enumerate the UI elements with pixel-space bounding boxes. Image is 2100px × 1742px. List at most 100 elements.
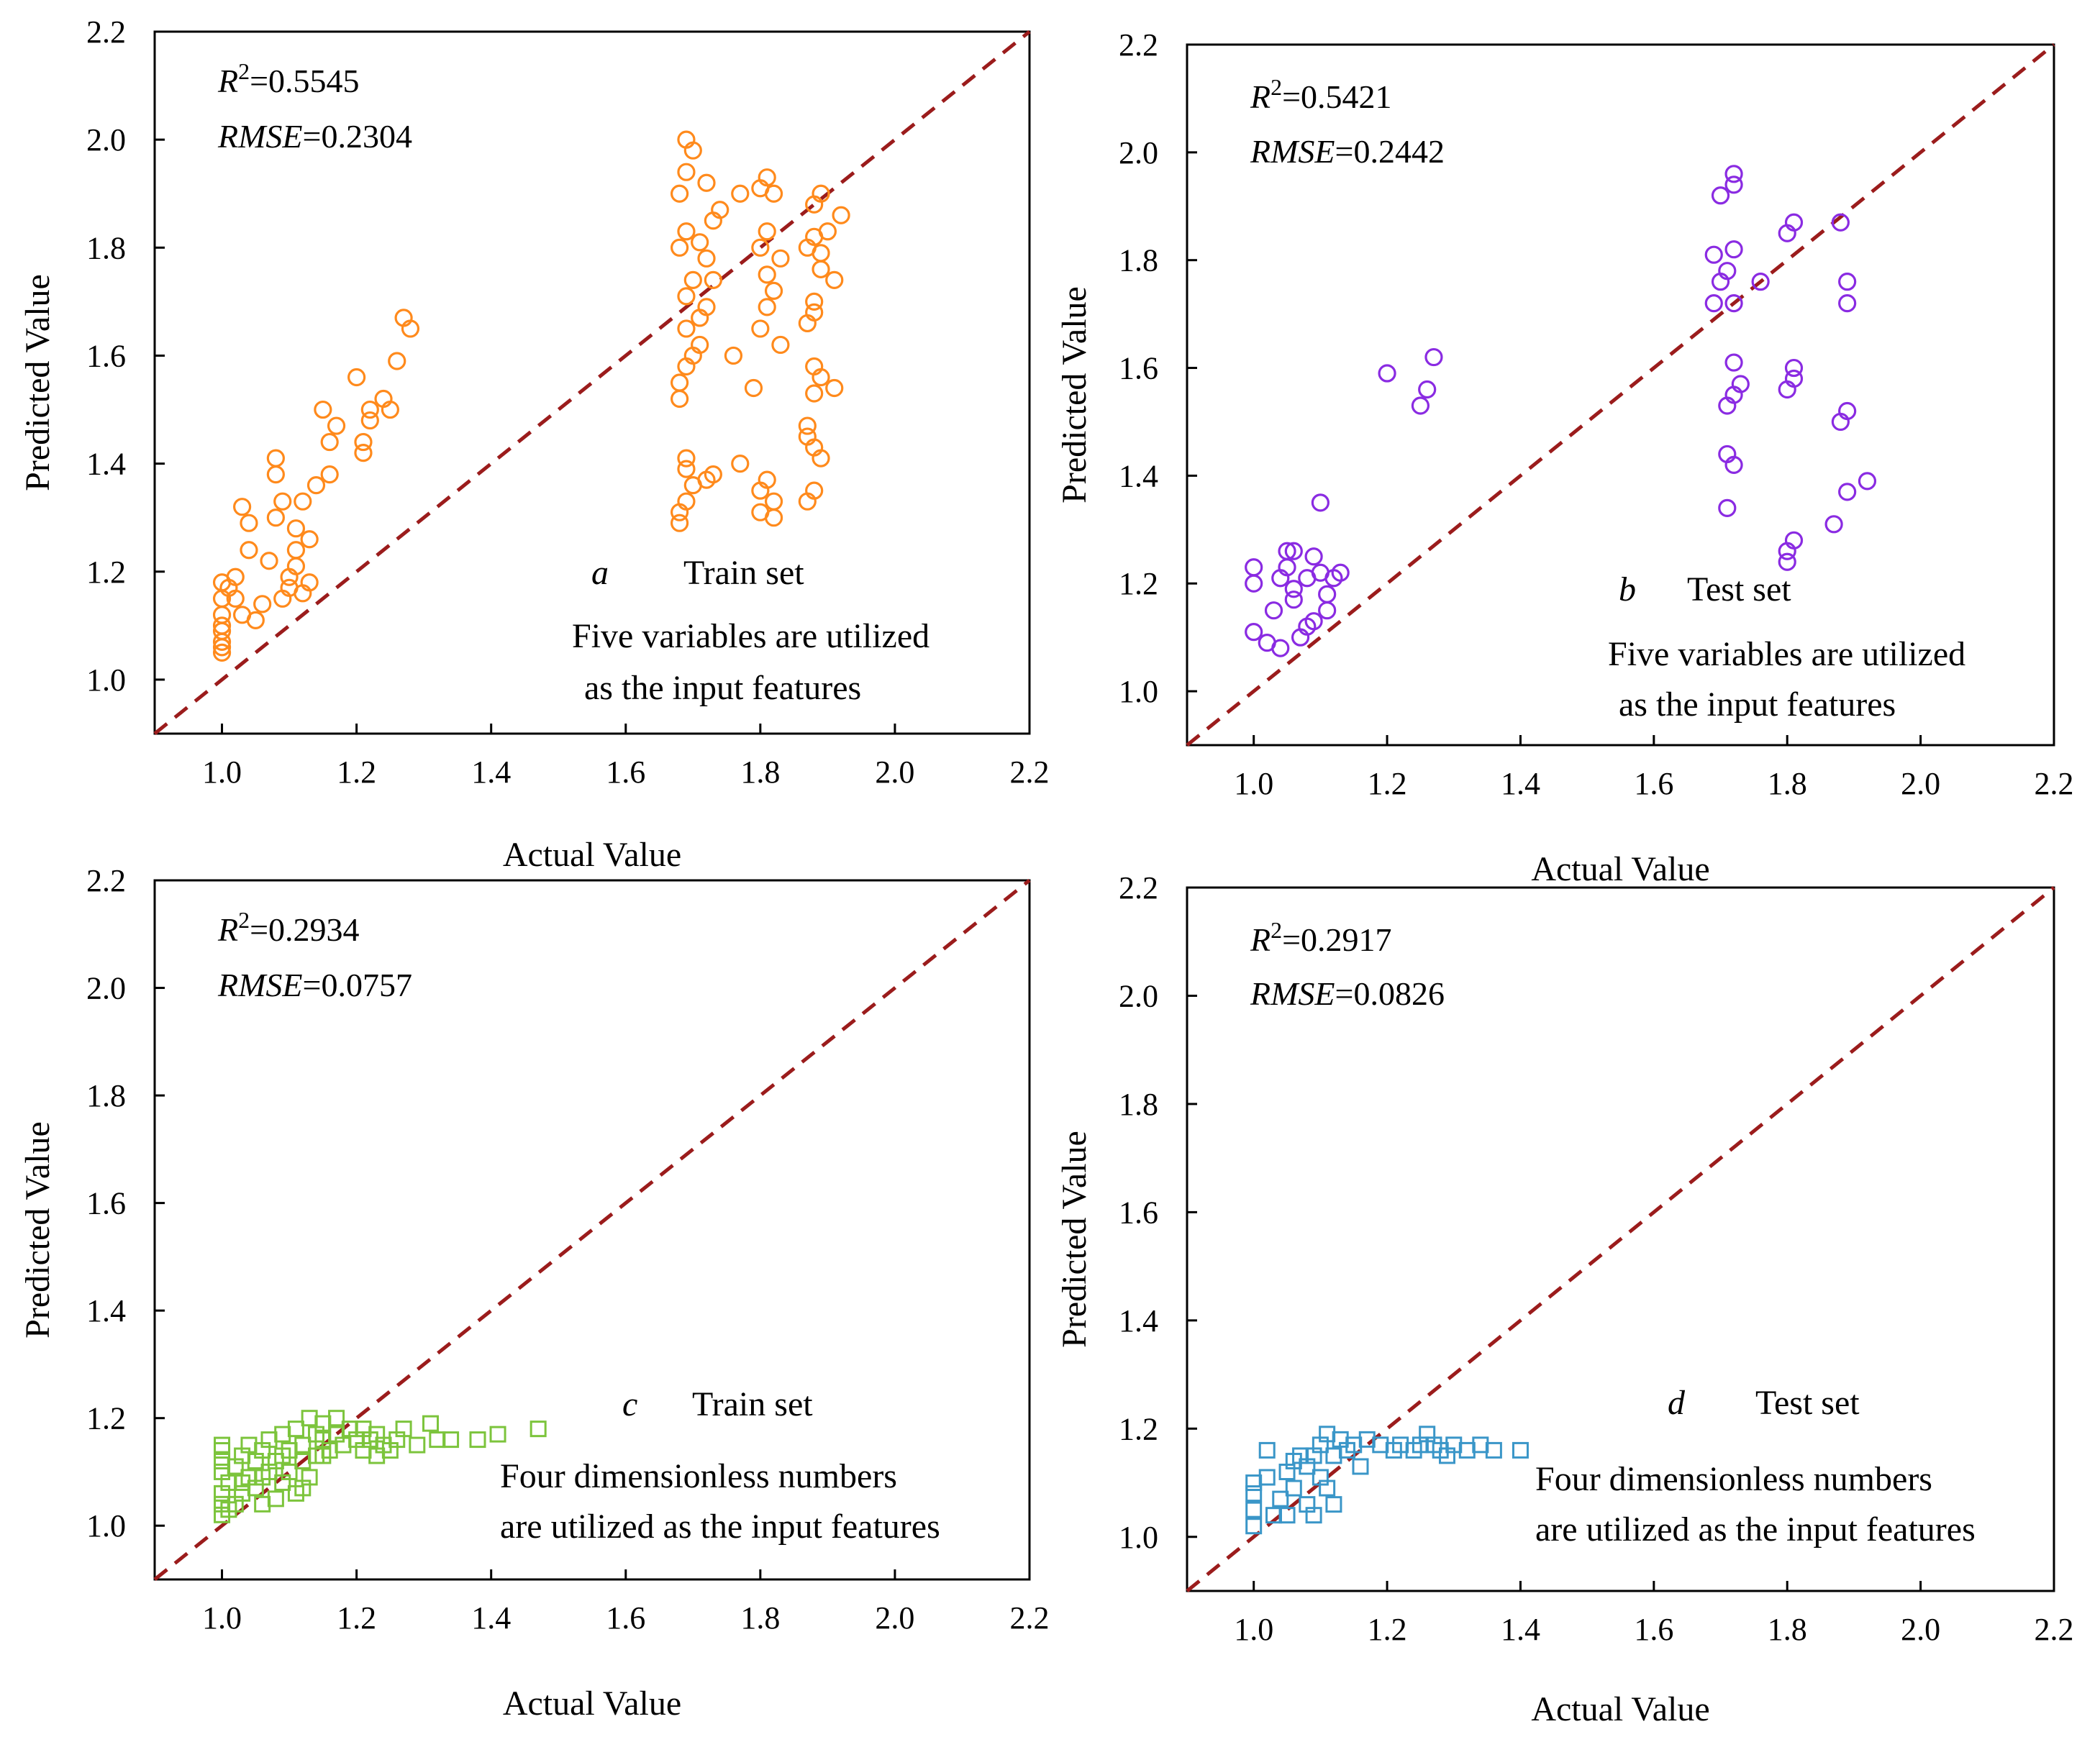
- set-label: Train set: [692, 1385, 813, 1423]
- rmse-stat: RMSE=0.0757: [217, 967, 412, 1003]
- data-point: [677, 460, 696, 478]
- x-tick-label: 1.8: [740, 754, 780, 790]
- data-point: [1258, 1441, 1276, 1459]
- data-point: [401, 319, 420, 338]
- data-point: [1838, 294, 1857, 313]
- x-tick-label: 1.4: [1501, 766, 1540, 801]
- data-point: [274, 1426, 291, 1443]
- data-point: [1724, 455, 1743, 475]
- description-line-2: are utilized as the input features: [500, 1508, 940, 1546]
- x-tick-label: 1.6: [606, 1600, 645, 1636]
- data-point: [1319, 1479, 1336, 1497]
- data-point: [1784, 358, 1804, 378]
- y-tick-label: 1.2: [1119, 1411, 1158, 1446]
- data-point: [1325, 1447, 1342, 1464]
- panel-letter: b: [1619, 570, 1636, 608]
- y-tick-label: 1.4: [1119, 1303, 1158, 1339]
- data-point: [805, 303, 824, 322]
- set-label: Test set: [1687, 570, 1791, 608]
- description-line-1: Four dimensionless numbers: [500, 1457, 897, 1495]
- panel-d: 1.0 1.2 1.4 1.6 1.8 2.0 2.2 1.0 1.2 1.4 1.6 1.8 2.0 2…: [1055, 870, 2074, 1728]
- r2-stat: R2=0.5421: [1250, 74, 1392, 115]
- data-point: [1245, 1474, 1263, 1492]
- data-point: [266, 509, 285, 527]
- data-point: [758, 168, 776, 187]
- data-point: [314, 1447, 332, 1464]
- y-axis-label: Predicted Value: [19, 1121, 57, 1339]
- data-point: [234, 1474, 251, 1491]
- data-point: [381, 400, 399, 419]
- data-point: [294, 1479, 312, 1497]
- data-point: [1311, 493, 1329, 512]
- rmse-stat: RMSE=0.2304: [217, 118, 412, 155]
- data-point: [354, 443, 373, 462]
- data-point: [697, 249, 716, 268]
- y-tick-label: 1.0: [1119, 674, 1158, 709]
- data-point: [266, 465, 285, 484]
- data-point: [764, 184, 783, 203]
- diagonal-line: [153, 30, 1031, 735]
- data-point: [1784, 213, 1804, 232]
- x-tick-label: 1.0: [1234, 766, 1273, 801]
- panel-letter: d: [1668, 1384, 1686, 1422]
- y-tick-label: 1.6: [1119, 1195, 1158, 1230]
- data-point: [1264, 601, 1283, 620]
- data-point: [360, 400, 379, 419]
- data-point: [805, 481, 824, 500]
- data-point: [1424, 347, 1443, 367]
- data-point: [751, 319, 770, 338]
- data-point: [1278, 1507, 1296, 1524]
- data-point: [731, 455, 750, 473]
- data-point: [677, 130, 696, 149]
- data-point: [422, 1415, 440, 1432]
- data-point: [1304, 612, 1323, 631]
- data-point: [683, 270, 702, 289]
- data-point: [1325, 1496, 1342, 1513]
- data-point: [300, 573, 319, 592]
- data-point: [1305, 1507, 1322, 1524]
- data-point: [246, 611, 265, 629]
- data-point: [240, 541, 258, 560]
- data-point: [286, 541, 306, 560]
- data-point: [294, 1436, 312, 1454]
- data-point: [1245, 558, 1263, 577]
- data-point: [253, 595, 272, 614]
- y-tick-label: 1.0: [86, 1508, 126, 1543]
- data-point: [226, 589, 245, 608]
- y-tick-label: 1.0: [86, 662, 126, 698]
- x-tick-label: 1.0: [202, 754, 242, 790]
- data-point: [677, 287, 696, 306]
- data-point: [1272, 1490, 1289, 1508]
- data-point: [1711, 186, 1730, 205]
- x-tick-label: 1.8: [740, 1600, 780, 1636]
- data-point: [1724, 294, 1743, 313]
- rmse-stat: RMSE=0.0826: [1250, 975, 1445, 1012]
- data-point: [771, 335, 790, 355]
- data-point: [354, 432, 373, 452]
- data-point: [287, 1420, 304, 1438]
- x-tick-label: 1.4: [471, 1600, 511, 1636]
- data-point: [764, 281, 783, 300]
- data-point: [677, 449, 696, 468]
- plot-frame: [153, 879, 1031, 1581]
- x-axis-label: Actual Value: [1531, 850, 1709, 888]
- data-point: [360, 411, 379, 430]
- data-point: [691, 233, 709, 252]
- data-point: [327, 416, 346, 435]
- x-tick-label: 1.6: [1634, 766, 1673, 801]
- r2-stat: R2=0.2934: [217, 907, 360, 948]
- data-point: [388, 352, 406, 370]
- data-point: [212, 643, 232, 662]
- x-axis-label: Actual Value: [1531, 1690, 1709, 1728]
- diagonal-line: [153, 879, 1031, 1581]
- data-point: [442, 1431, 460, 1449]
- data-point: [306, 476, 326, 495]
- data-point: [1304, 547, 1323, 566]
- data-point: [805, 384, 824, 403]
- data-point: [1271, 639, 1290, 657]
- panel-b: 1.0 1.2 1.4 1.6 1.8 2.0 2.2 1.0 1.2 1.4 1.6 1.8 2.0 2…: [1055, 27, 2074, 888]
- data-point: [274, 1447, 291, 1464]
- data-point: [294, 492, 312, 511]
- data-point: [758, 222, 776, 241]
- data-point: [273, 492, 292, 511]
